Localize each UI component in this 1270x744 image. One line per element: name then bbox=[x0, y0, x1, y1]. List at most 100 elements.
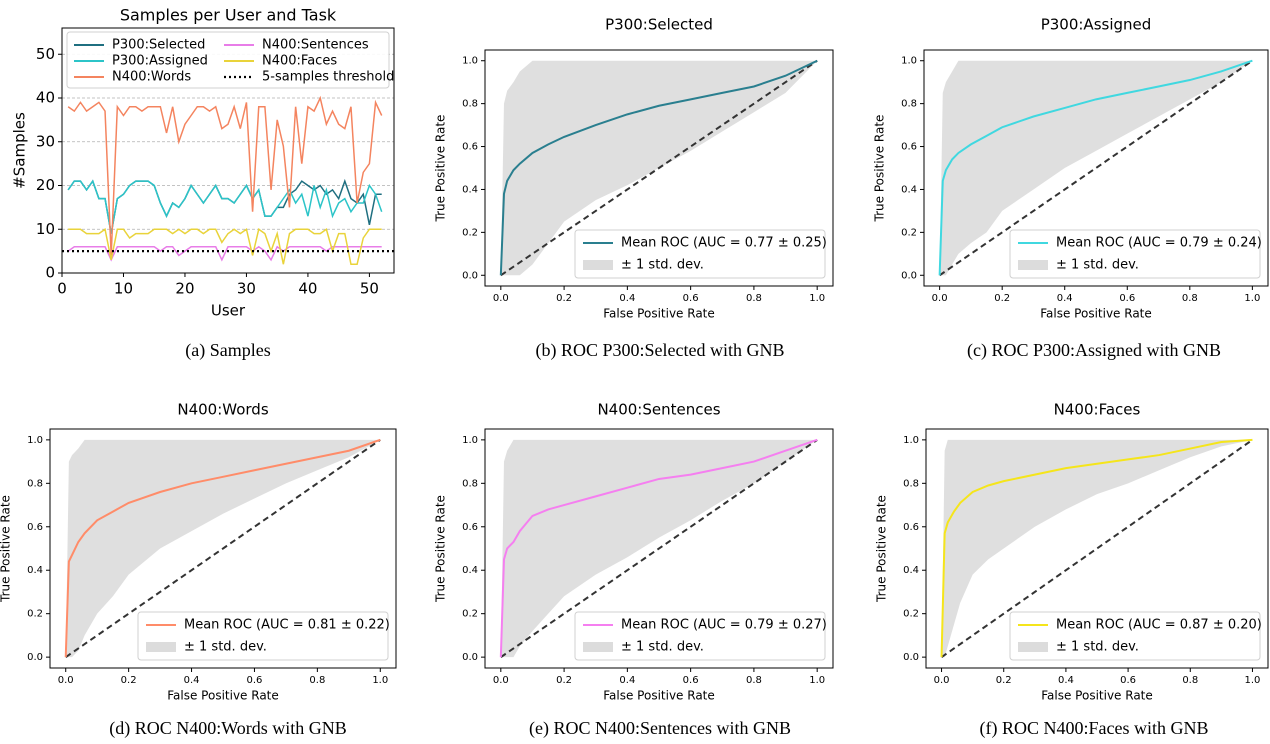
legend-label: N400:Faces bbox=[262, 54, 337, 69]
legend-label: Mean ROC (AUC = 0.79 ± 0.24) bbox=[1056, 236, 1262, 251]
x-tick-label: 0.2 bbox=[556, 675, 572, 686]
y-tick-label: 0.0 bbox=[462, 270, 478, 281]
y-tick-label: 30 bbox=[36, 132, 55, 150]
legend-label: ± 1 std. dev. bbox=[1056, 640, 1139, 655]
x-tick-label: 0.2 bbox=[996, 675, 1012, 686]
legend-box bbox=[1009, 229, 1261, 279]
x-tick-label: 0.0 bbox=[493, 675, 509, 686]
y-tick-label: 0.8 bbox=[903, 478, 919, 489]
legend-label: ± 1 std. dev. bbox=[1056, 258, 1139, 273]
x-tick-label: 1.0 bbox=[1244, 293, 1260, 304]
y-tick-label: 10 bbox=[36, 220, 55, 238]
legend-box bbox=[574, 229, 826, 279]
y-tick-label: 0.6 bbox=[27, 522, 43, 533]
caption: (a) Samples bbox=[185, 340, 270, 361]
y-tick-label: 0.0 bbox=[462, 652, 478, 663]
legend-label: N400:Words bbox=[112, 70, 191, 85]
y-tick-label: 1.0 bbox=[462, 56, 478, 67]
x-tick-label: 0 bbox=[57, 280, 67, 298]
caption: (f) ROC N400:Faces with GNB bbox=[980, 718, 1209, 739]
y-tick-label: 0.4 bbox=[27, 565, 43, 576]
plot-frame bbox=[484, 49, 834, 287]
caption: (d) ROC N400:Words with GNB bbox=[109, 718, 347, 739]
std-band bbox=[941, 439, 1253, 658]
x-tick-label: 0.8 bbox=[746, 675, 762, 686]
x-tick-label: 0.8 bbox=[1182, 675, 1198, 686]
legend: Mean ROC (AUC = 0.87 ± 0.20) ± 1 std. dev… bbox=[1009, 611, 1262, 661]
x-tick-label: 0.2 bbox=[994, 293, 1010, 304]
y-tick-label: 0.6 bbox=[901, 142, 917, 153]
data-line bbox=[68, 227, 382, 265]
y-tick-label: 0.2 bbox=[462, 227, 478, 238]
x-axis-label: False Positive Rate bbox=[1040, 307, 1152, 321]
legend-label: Mean ROC (AUC = 0.81 ± 0.22) bbox=[184, 618, 390, 633]
x-tick-label: 0.4 bbox=[1058, 675, 1074, 686]
chart-title: N400:Words bbox=[177, 401, 268, 419]
y-tick-label: 0.8 bbox=[27, 478, 43, 489]
x-tick-label: 0.4 bbox=[619, 293, 635, 304]
x-tick-label: 0.4 bbox=[184, 675, 200, 686]
roc-curve bbox=[938, 59, 1253, 276]
legend-swatch bbox=[1018, 642, 1048, 652]
y-axis-label: True Positive Rate bbox=[873, 115, 887, 223]
legend: Mean ROC (AUC = 0.79 ± 0.27) ± 1 std. dev… bbox=[574, 611, 827, 661]
x-tick-label: 0.0 bbox=[58, 675, 74, 686]
y-axis-label: True Positive Rate bbox=[434, 115, 448, 223]
legend-label: ± 1 std. dev. bbox=[184, 640, 267, 655]
std-band bbox=[65, 439, 381, 658]
legend-swatch bbox=[583, 260, 613, 270]
x-tick-label: 0.0 bbox=[493, 293, 509, 304]
x-tick-label: 0.6 bbox=[1120, 675, 1136, 686]
legend-label: ± 1 std. dev. bbox=[621, 258, 704, 273]
y-tick-label: 0.2 bbox=[903, 609, 919, 620]
chance-diagonal bbox=[500, 59, 818, 277]
y-axis-label: True Positive Rate bbox=[0, 495, 13, 603]
x-tick-label: 0.6 bbox=[1119, 293, 1135, 304]
x-axis-label: False Positive Rate bbox=[603, 307, 715, 321]
roc-curve bbox=[499, 438, 818, 658]
y-tick-label: 0.4 bbox=[901, 184, 917, 195]
y-tick-label: 50 bbox=[36, 45, 55, 63]
y-tick-label: 0.6 bbox=[462, 522, 478, 533]
y-tick-label: 40 bbox=[36, 89, 55, 107]
y-tick-label: 0.8 bbox=[462, 478, 478, 489]
legend: Mean ROC (AUC = 0.79 ± 0.24) ± 1 std. dev… bbox=[1009, 229, 1262, 279]
y-tick-label: 0.8 bbox=[462, 99, 478, 110]
x-tick-label: 0.2 bbox=[556, 293, 572, 304]
y-tick-label: 1.0 bbox=[462, 435, 478, 446]
x-tick-label: 20 bbox=[175, 280, 194, 298]
plot-frame bbox=[61, 27, 395, 274]
chart-title: N400:Faces bbox=[1054, 401, 1141, 419]
legend-swatch bbox=[1018, 260, 1048, 270]
x-tick-label: 0.2 bbox=[121, 675, 137, 686]
roc-curve bbox=[64, 438, 381, 658]
x-tick-label: 0.8 bbox=[309, 675, 325, 686]
x-tick-label: 1.0 bbox=[1245, 675, 1261, 686]
plot-frame bbox=[925, 428, 1269, 669]
x-tick-label: 0.6 bbox=[247, 675, 263, 686]
x-tick-label: 0.0 bbox=[934, 675, 950, 686]
x-tick-label: 0.0 bbox=[932, 293, 948, 304]
x-tick-label: 10 bbox=[114, 280, 133, 298]
plot-frame bbox=[49, 428, 397, 669]
legend-box bbox=[137, 611, 389, 661]
y-tick-label: 0.0 bbox=[901, 270, 917, 281]
data-line bbox=[67, 179, 383, 234]
y-tick-label: 0.0 bbox=[903, 652, 919, 663]
legend-box bbox=[574, 611, 826, 661]
legend-swatch bbox=[583, 642, 613, 652]
legend: Mean ROC (AUC = 0.77 ± 0.25) ± 1 std. dev… bbox=[574, 229, 827, 279]
x-tick-label: 1.0 bbox=[809, 675, 825, 686]
legend-label: Mean ROC (AUC = 0.87 ± 0.20) bbox=[1056, 618, 1262, 633]
x-axis-label: False Positive Rate bbox=[167, 689, 279, 703]
y-tick-label: 0.6 bbox=[462, 142, 478, 153]
x-tick-label: 1.0 bbox=[372, 675, 388, 686]
legend-label: N400:Sentences bbox=[262, 38, 369, 53]
y-tick-label: 0.2 bbox=[901, 227, 917, 238]
legend-label: 5-samples threshold bbox=[262, 70, 394, 85]
roc-curve bbox=[499, 59, 818, 276]
std-band bbox=[939, 60, 1253, 276]
legend-label: P300:Assigned bbox=[112, 54, 208, 69]
